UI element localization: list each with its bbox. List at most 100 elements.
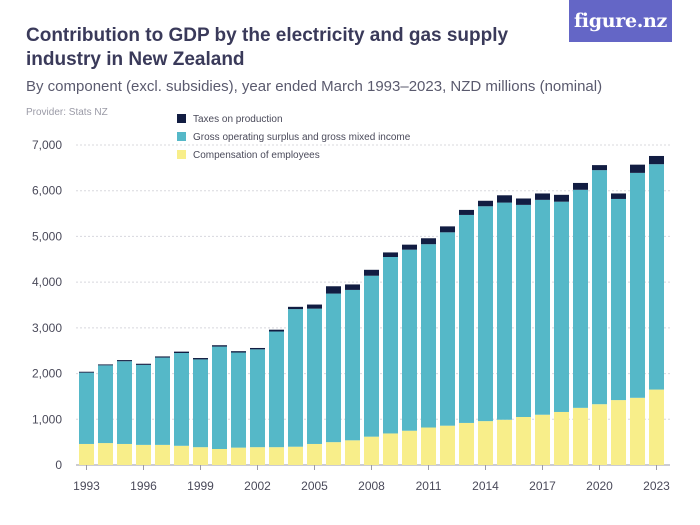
legend-swatch (177, 150, 186, 159)
y-tick-label: 6,000 (32, 184, 62, 198)
bar-segment-surplus (79, 372, 94, 444)
bar-segment-taxes (231, 351, 246, 353)
bar-segment-taxes (497, 195, 512, 203)
bar-segment-surplus (326, 293, 341, 443)
bar-segment-taxes (478, 200, 493, 207)
bar-segment-surplus (592, 170, 607, 405)
bar-segment-compensation (649, 389, 664, 465)
x-tick-label: 2017 (529, 479, 556, 493)
bar-segment-compensation (440, 425, 455, 465)
bar-segment-taxes (459, 209, 474, 215)
bar-segment-surplus (250, 349, 265, 448)
bar-segment-taxes (440, 226, 455, 233)
bar-segment-surplus (345, 289, 360, 441)
bar-segment-taxes (535, 193, 550, 200)
bar-segment-taxes (193, 358, 208, 360)
bar-segment-taxes (383, 252, 398, 257)
bar-segment-taxes (611, 193, 626, 199)
bar-segment-surplus (288, 309, 303, 447)
x-tick-label: 2020 (586, 479, 613, 493)
x-tick-label: 2002 (244, 479, 271, 493)
bar-segment-taxes (421, 238, 436, 245)
bar-segment-compensation (478, 421, 493, 465)
bar-segment-taxes (592, 165, 607, 171)
bar-segment-compensation (421, 427, 436, 465)
bar-segment-compensation (497, 419, 512, 465)
x-tick-label: 2014 (472, 479, 499, 493)
bar-segment-compensation (193, 447, 208, 465)
legend-swatch (177, 114, 186, 123)
x-tick-label: 1996 (130, 479, 157, 493)
bar-segment-surplus (554, 201, 569, 412)
bar-segment-compensation (592, 404, 607, 465)
bar-segment-surplus (136, 364, 151, 445)
bar-segment-compensation (554, 411, 569, 465)
y-tick-label: 3,000 (32, 321, 62, 335)
bar-segment-surplus (231, 352, 246, 448)
bar-segment-compensation (402, 430, 417, 465)
bar-segment-compensation (383, 433, 398, 465)
x-tick-label: 2023 (643, 479, 670, 493)
bar-segment-compensation (174, 445, 189, 465)
chart-subtitle: By component (excl. subsidies), year end… (26, 78, 603, 95)
bar-segment-surplus (212, 346, 227, 449)
bar-segment-taxes (402, 244, 417, 250)
bar-segment-compensation (231, 447, 246, 465)
bar-segment-surplus (193, 359, 208, 448)
y-tick-label: 2,000 (32, 367, 62, 381)
bar-segment-surplus (516, 204, 531, 417)
bar-segment-taxes (174, 351, 189, 353)
x-tick-label: 2008 (358, 479, 385, 493)
legend-label: Compensation of employees (193, 150, 320, 161)
bar-segment-surplus (402, 249, 417, 431)
bar-segment-compensation (326, 442, 341, 465)
bar-segment-surplus (98, 365, 113, 444)
legend-label: Taxes on production (193, 114, 283, 125)
x-tick-label: 2005 (301, 479, 328, 493)
provider-label: Provider: Stats NZ (26, 107, 108, 118)
bar-segment-taxes (345, 284, 360, 290)
x-tick-label: 1993 (73, 479, 100, 493)
y-tick-label: 4,000 (32, 275, 62, 289)
bar-segment-surplus (459, 214, 474, 423)
bar-segment-compensation (459, 422, 474, 465)
bar-segment-compensation (269, 447, 284, 465)
bar-segment-compensation (250, 447, 265, 465)
bar-segment-surplus (440, 232, 455, 426)
bar-segment-surplus (269, 331, 284, 448)
bar-segment-compensation (307, 443, 322, 465)
bar-segment-compensation (155, 444, 170, 465)
legend-label: Gross operating surplus and gross mixed … (193, 132, 411, 143)
figure-nz-logo[interactable]: figure.nz (569, 0, 672, 42)
y-tick-label: 0 (55, 458, 62, 472)
y-tick-label: 5,000 (32, 229, 62, 243)
bar-segment-compensation (98, 443, 113, 465)
bar-segment-taxes (79, 371, 94, 373)
bar-segment-surplus (573, 189, 588, 408)
x-axis-ticks: 1993 1996 1999 2002 2005 2008 2011 2014 2017 2020… (73, 465, 670, 493)
bar-segment-taxes (269, 329, 284, 332)
bar-segment-compensation (611, 400, 626, 465)
bar-segment-surplus (535, 199, 550, 415)
y-tick-label: 7,000 (32, 138, 62, 152)
bar-segment-taxes (98, 364, 113, 366)
bar-segment-compensation (288, 446, 303, 465)
bar-segment-taxes (630, 164, 645, 173)
x-tick-label: 1999 (187, 479, 214, 493)
bars (79, 155, 664, 465)
bar-segment-taxes (288, 306, 303, 310)
bar-segment-taxes (212, 345, 227, 347)
bar-segment-surplus (630, 172, 645, 398)
bar-segment-taxes (554, 194, 569, 202)
bar-segment-surplus (497, 202, 512, 420)
bar-segment-taxes (364, 269, 379, 276)
bar-segment-compensation (79, 443, 94, 465)
bar-segment-compensation (117, 443, 132, 465)
bar-segment-surplus (307, 308, 322, 444)
bar-segment-surplus (421, 244, 436, 428)
bar-segment-taxes (649, 155, 664, 165)
bar-segment-compensation (535, 414, 550, 465)
bar-segment-surplus (649, 164, 664, 390)
bar-segment-surplus (478, 206, 493, 422)
